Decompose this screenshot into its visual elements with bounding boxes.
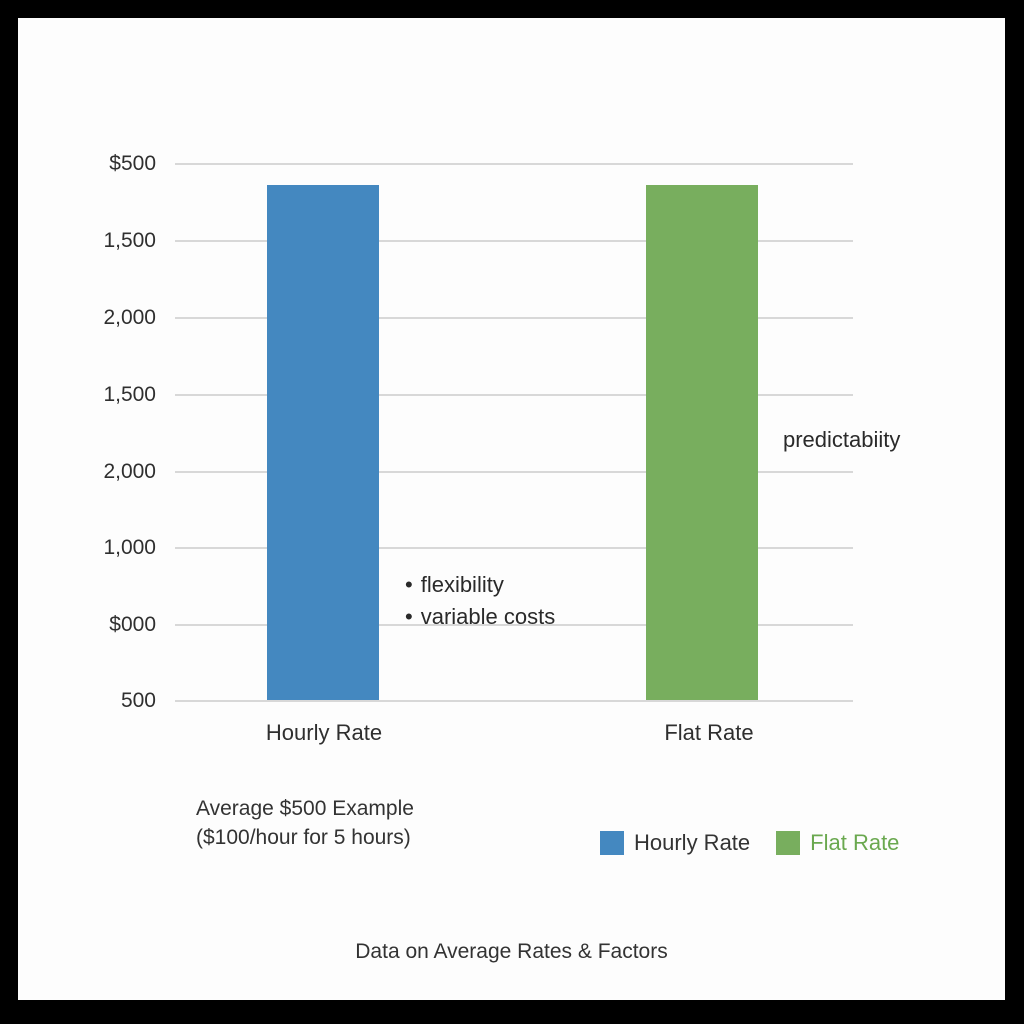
y-tick-label: $500 bbox=[109, 152, 156, 175]
y-tick-label: 2,000 bbox=[103, 306, 156, 329]
bar-flat-rate bbox=[646, 185, 758, 700]
example-note-line1: Average $500 Example bbox=[196, 797, 414, 820]
bar-hourly-rate bbox=[267, 185, 379, 700]
legend-item-hourly-rate: Hourly Rate bbox=[600, 830, 750, 856]
legend-label: Hourly Rate bbox=[634, 830, 751, 855]
chart-card: $500 1,500 2,000 1,500 2,000 1,000 $000 … bbox=[18, 18, 1005, 1000]
legend-item-flat-rate: Flat Rate bbox=[776, 830, 899, 856]
chart-caption: Data on Average Rates & Factors bbox=[355, 940, 668, 963]
x-axis-baseline bbox=[175, 700, 853, 702]
y-tick-label: 1,500 bbox=[103, 383, 156, 406]
example-note: Average $500 Example ($100/hour for 5 ho… bbox=[196, 794, 414, 852]
y-tick-label: 1,500 bbox=[103, 229, 156, 252]
gridline bbox=[175, 547, 853, 549]
gridline bbox=[175, 240, 853, 242]
legend-swatch-green-icon bbox=[776, 831, 801, 855]
y-tick-label: 2,000 bbox=[103, 460, 156, 483]
x-tick-flat-rate: Flat Rate bbox=[664, 720, 754, 745]
legend: Hourly Rate Flat Rate bbox=[600, 830, 925, 856]
annotation-bullet: variable costs bbox=[405, 601, 556, 633]
hourly-annotation: flexibility variable costs bbox=[405, 569, 556, 633]
flat-annotation: predictabiity bbox=[783, 427, 901, 452]
gridline bbox=[175, 471, 853, 473]
y-tick-label: 1,000 bbox=[103, 536, 156, 559]
y-tick-label: 500 bbox=[120, 689, 156, 712]
example-note-line2: ($100/hour for 5 hours) bbox=[196, 826, 411, 849]
x-tick-hourly-rate: Hourly Rate bbox=[265, 720, 383, 745]
legend-label: Flat Rate bbox=[810, 830, 900, 855]
legend-swatch-blue-icon bbox=[600, 831, 624, 855]
gridline bbox=[175, 163, 853, 165]
gridline bbox=[175, 394, 853, 396]
y-tick-label: $000 bbox=[109, 613, 156, 636]
annotation-bullet: flexibility bbox=[405, 569, 555, 601]
gridline bbox=[175, 317, 853, 319]
